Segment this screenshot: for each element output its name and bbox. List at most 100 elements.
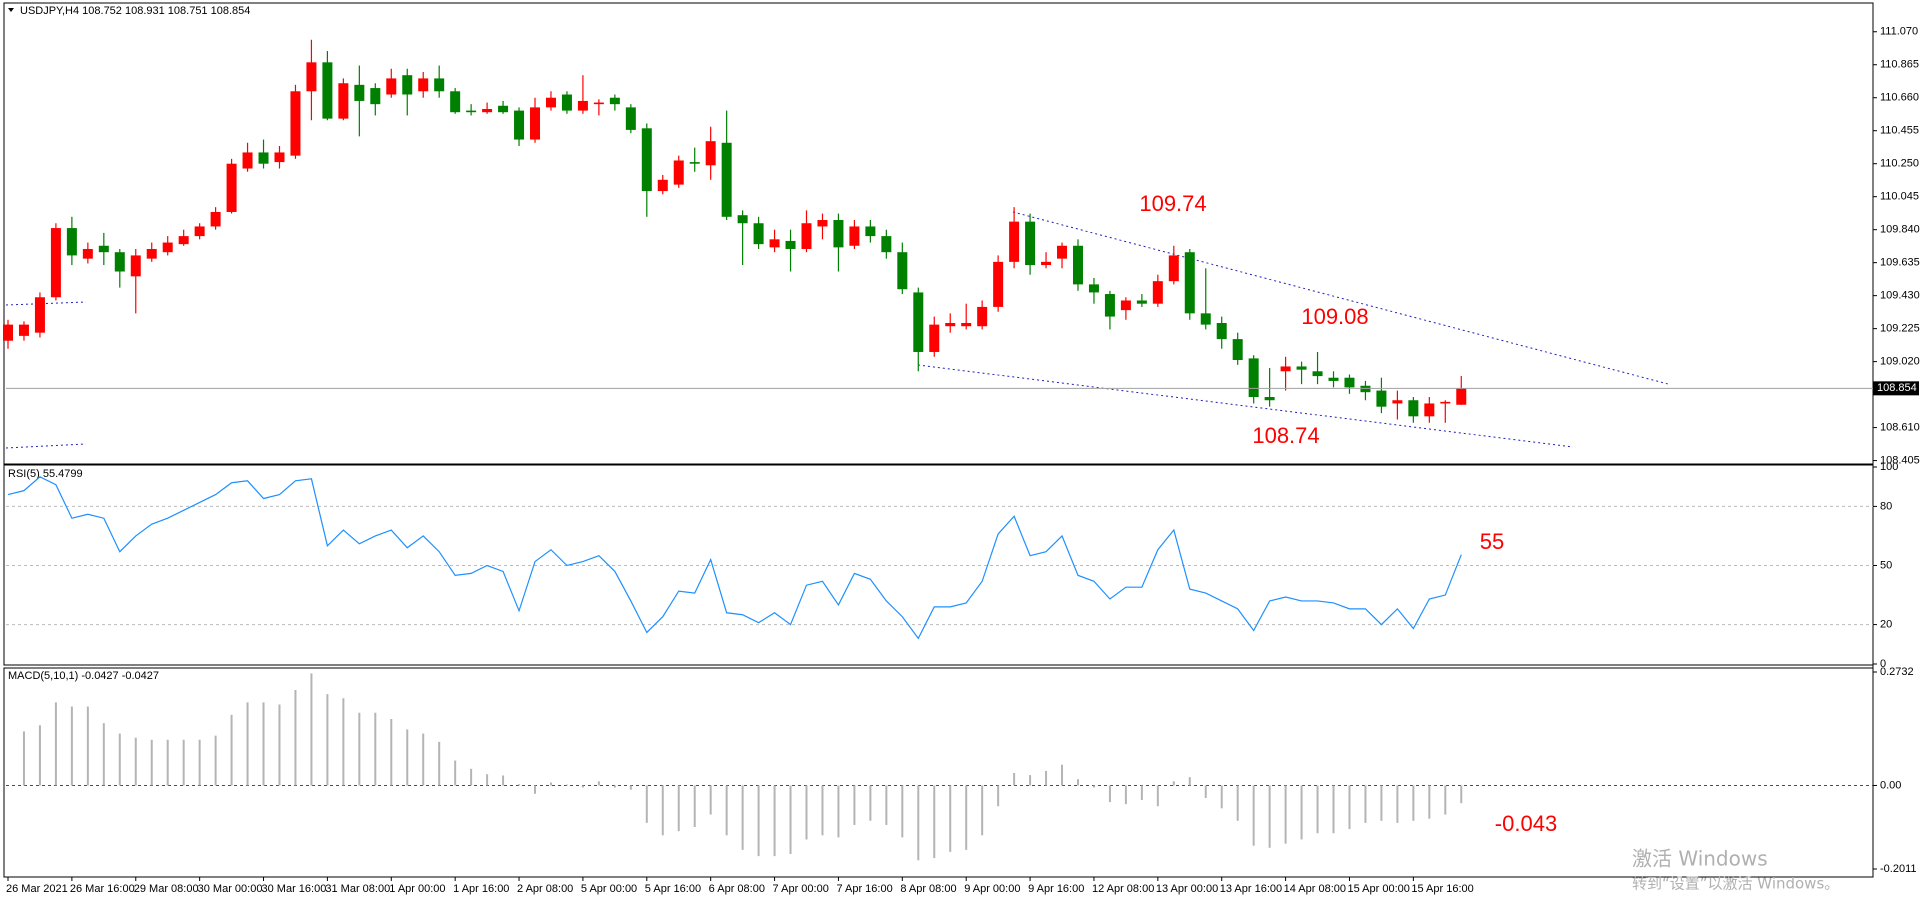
candle-body [1456,388,1467,405]
candle-body [801,223,812,249]
y-tick-label: 20 [1880,619,1892,631]
candle-body [130,255,141,277]
candle-body [769,239,780,248]
x-tick-label: 7 Apr 16:00 [836,883,892,895]
candle-body [242,152,253,169]
candle-body [561,94,572,111]
watermark-title: 激活 Windows [1632,847,1768,871]
candle-body [1057,245,1068,259]
candle-body [1328,377,1339,381]
y-tick-label: 80 [1880,500,1892,512]
candle-body [753,223,764,245]
candle-body [258,152,269,164]
x-tick-label: 7 Apr 00:00 [773,883,829,895]
candle-body [82,248,93,259]
candle-body [450,91,461,113]
candle-body [226,163,237,212]
x-tick-label: 13 Apr 16:00 [1220,883,1282,895]
x-tick-label: 9 Apr 16:00 [1028,883,1084,895]
candle-body [705,141,716,166]
candle-body [593,102,604,105]
candle-body [1025,221,1036,266]
candle-body [514,110,525,140]
x-tick-label: 6 Apr 08:00 [709,883,765,895]
candle-body [673,160,684,185]
candle-body [1392,400,1403,404]
candle-body [1152,281,1163,304]
candle-body [290,91,301,156]
y-tick-label: 110.250 [1880,158,1919,170]
candle-body [434,78,445,92]
trendline [5,301,87,306]
candle-body [114,252,125,272]
candle-body [3,324,13,341]
candle-body [1200,313,1211,325]
candle-body [322,62,333,119]
candle-body [402,75,413,95]
watermark-subtitle: 转到“设置”以激活 Windows。 [1632,875,1839,893]
candle-body [306,62,317,92]
candle-body [913,292,924,352]
candle-body [929,324,940,352]
x-tick-label: 14 Apr 08:00 [1284,883,1346,895]
annotation: -0.043 [1495,811,1557,836]
price-tag-label: 108.854 [1877,382,1917,394]
candle-body [530,107,541,140]
candle-body [1072,245,1083,285]
x-tick-label: 2 Apr 08:00 [517,883,573,895]
macd-pane [3,667,1874,878]
candle-body [625,107,636,130]
candle-body [1184,252,1195,314]
candle-body [1104,294,1115,317]
candle-body [817,220,828,227]
x-tick-label: 5 Apr 16:00 [645,883,701,895]
price-pane [3,2,1874,465]
y-tick-label: 109.840 [1880,224,1920,236]
candle-body [609,97,620,105]
candle-body [1280,366,1291,372]
y-tick-label: 0.00 [1880,779,1901,791]
x-tick-label: 29 Mar 08:00 [134,883,199,895]
candle-body [1120,300,1131,311]
y-tick-label: 108.610 [1880,422,1920,434]
rsi-title: RSI(5) 55.4799 [8,468,83,480]
x-tick-label: 26 Mar 16:00 [70,883,135,895]
y-tick-label: 109.430 [1880,290,1920,302]
x-tick-label: 15 Apr 16:00 [1411,883,1473,895]
candle-body [1408,400,1419,417]
candle-body [785,240,796,249]
x-tick-label: 13 Apr 00:00 [1156,883,1218,895]
annotation: 108.74 [1252,423,1319,448]
candle-body [1360,385,1371,393]
y-tick-label: 108.405 [1880,454,1920,466]
macd-title: MACD(5,10,1) -0.0427 -0.0427 [8,670,159,682]
candle-body [50,228,61,298]
annotation: 109.08 [1301,304,1368,329]
y-tick-label: 0 [1880,658,1886,670]
candle-body [34,297,45,333]
candle-body [721,142,732,217]
candle-body [977,306,988,327]
y-tick-label: 50 [1880,559,1892,571]
y-tick-label: 109.225 [1880,323,1920,335]
candle-body [1376,390,1387,407]
annotation: 55 [1480,529,1504,554]
candle-body [961,323,972,327]
candle-body [1168,255,1179,282]
trendline [5,443,87,449]
candle-body [897,252,908,290]
y-tick-label: 110.455 [1880,125,1919,137]
y-tick-label: -0.2011 [1880,863,1917,875]
y-tick-label: 110.045 [1880,191,1919,203]
candle-body [993,261,1004,307]
candle-body [1440,401,1451,404]
candle-body [1248,358,1259,398]
candle-body [466,110,477,113]
candle-body [833,220,844,248]
menu-arrow[interactable] [8,8,14,12]
y-tick-label: 0.2732 [1880,666,1914,678]
candle-body [1232,339,1243,361]
x-tick-label: 1 Apr 16:00 [453,883,509,895]
x-tick-label: 12 Apr 08:00 [1092,883,1154,895]
